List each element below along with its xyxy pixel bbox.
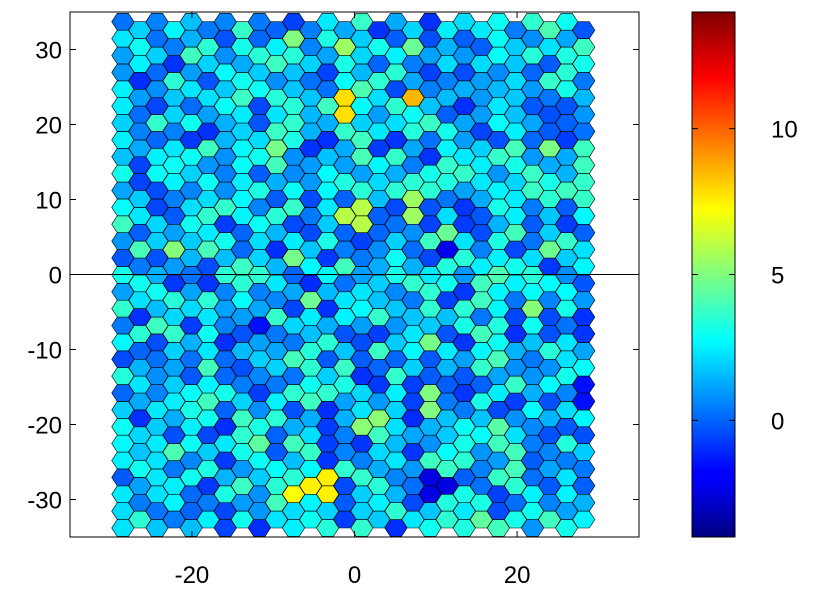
y-tick-label: -30: [27, 488, 62, 515]
hexbin-cells: [111, 13, 596, 537]
x-tick-label: 0: [348, 562, 361, 589]
hex-cell: [503, 21, 527, 39]
y-tick-label: 30: [35, 38, 62, 65]
hex-cell: [572, 21, 596, 39]
hex-cell: [555, 13, 579, 31]
y-tick-label: 10: [35, 188, 62, 215]
y-axis: -30 -20 -10 0 10 20 30: [27, 38, 639, 515]
y-tick-label: 20: [35, 113, 62, 140]
y-tick-label: -10: [27, 338, 62, 365]
x-tick-label: 20: [504, 562, 531, 589]
hex-cell: [333, 21, 357, 39]
hex-cell: [264, 21, 288, 39]
y-tick-label: -20: [27, 413, 62, 440]
hex-cell: [435, 21, 459, 39]
colorbar-ticks: 0 5 10: [692, 117, 798, 435]
hex-cell: [111, 13, 135, 31]
hex-cell: [213, 13, 237, 31]
hex-cell: [162, 21, 186, 39]
y-tick-label: 0: [49, 263, 62, 290]
hex-cell: [452, 13, 476, 31]
hex-cell: [384, 13, 408, 31]
x-axis: -20 0 20: [175, 12, 531, 589]
colorbar-tick-label: 0: [771, 408, 784, 435]
hex-cell: [282, 13, 306, 31]
colorbar-gradient: [691, 11, 736, 538]
colorbar: 0 5 10: [691, 11, 798, 538]
colorbar-tick-label: 5: [771, 263, 784, 290]
colorbar-tick-label: 10: [771, 117, 798, 144]
x-tick-label: -20: [175, 562, 210, 589]
